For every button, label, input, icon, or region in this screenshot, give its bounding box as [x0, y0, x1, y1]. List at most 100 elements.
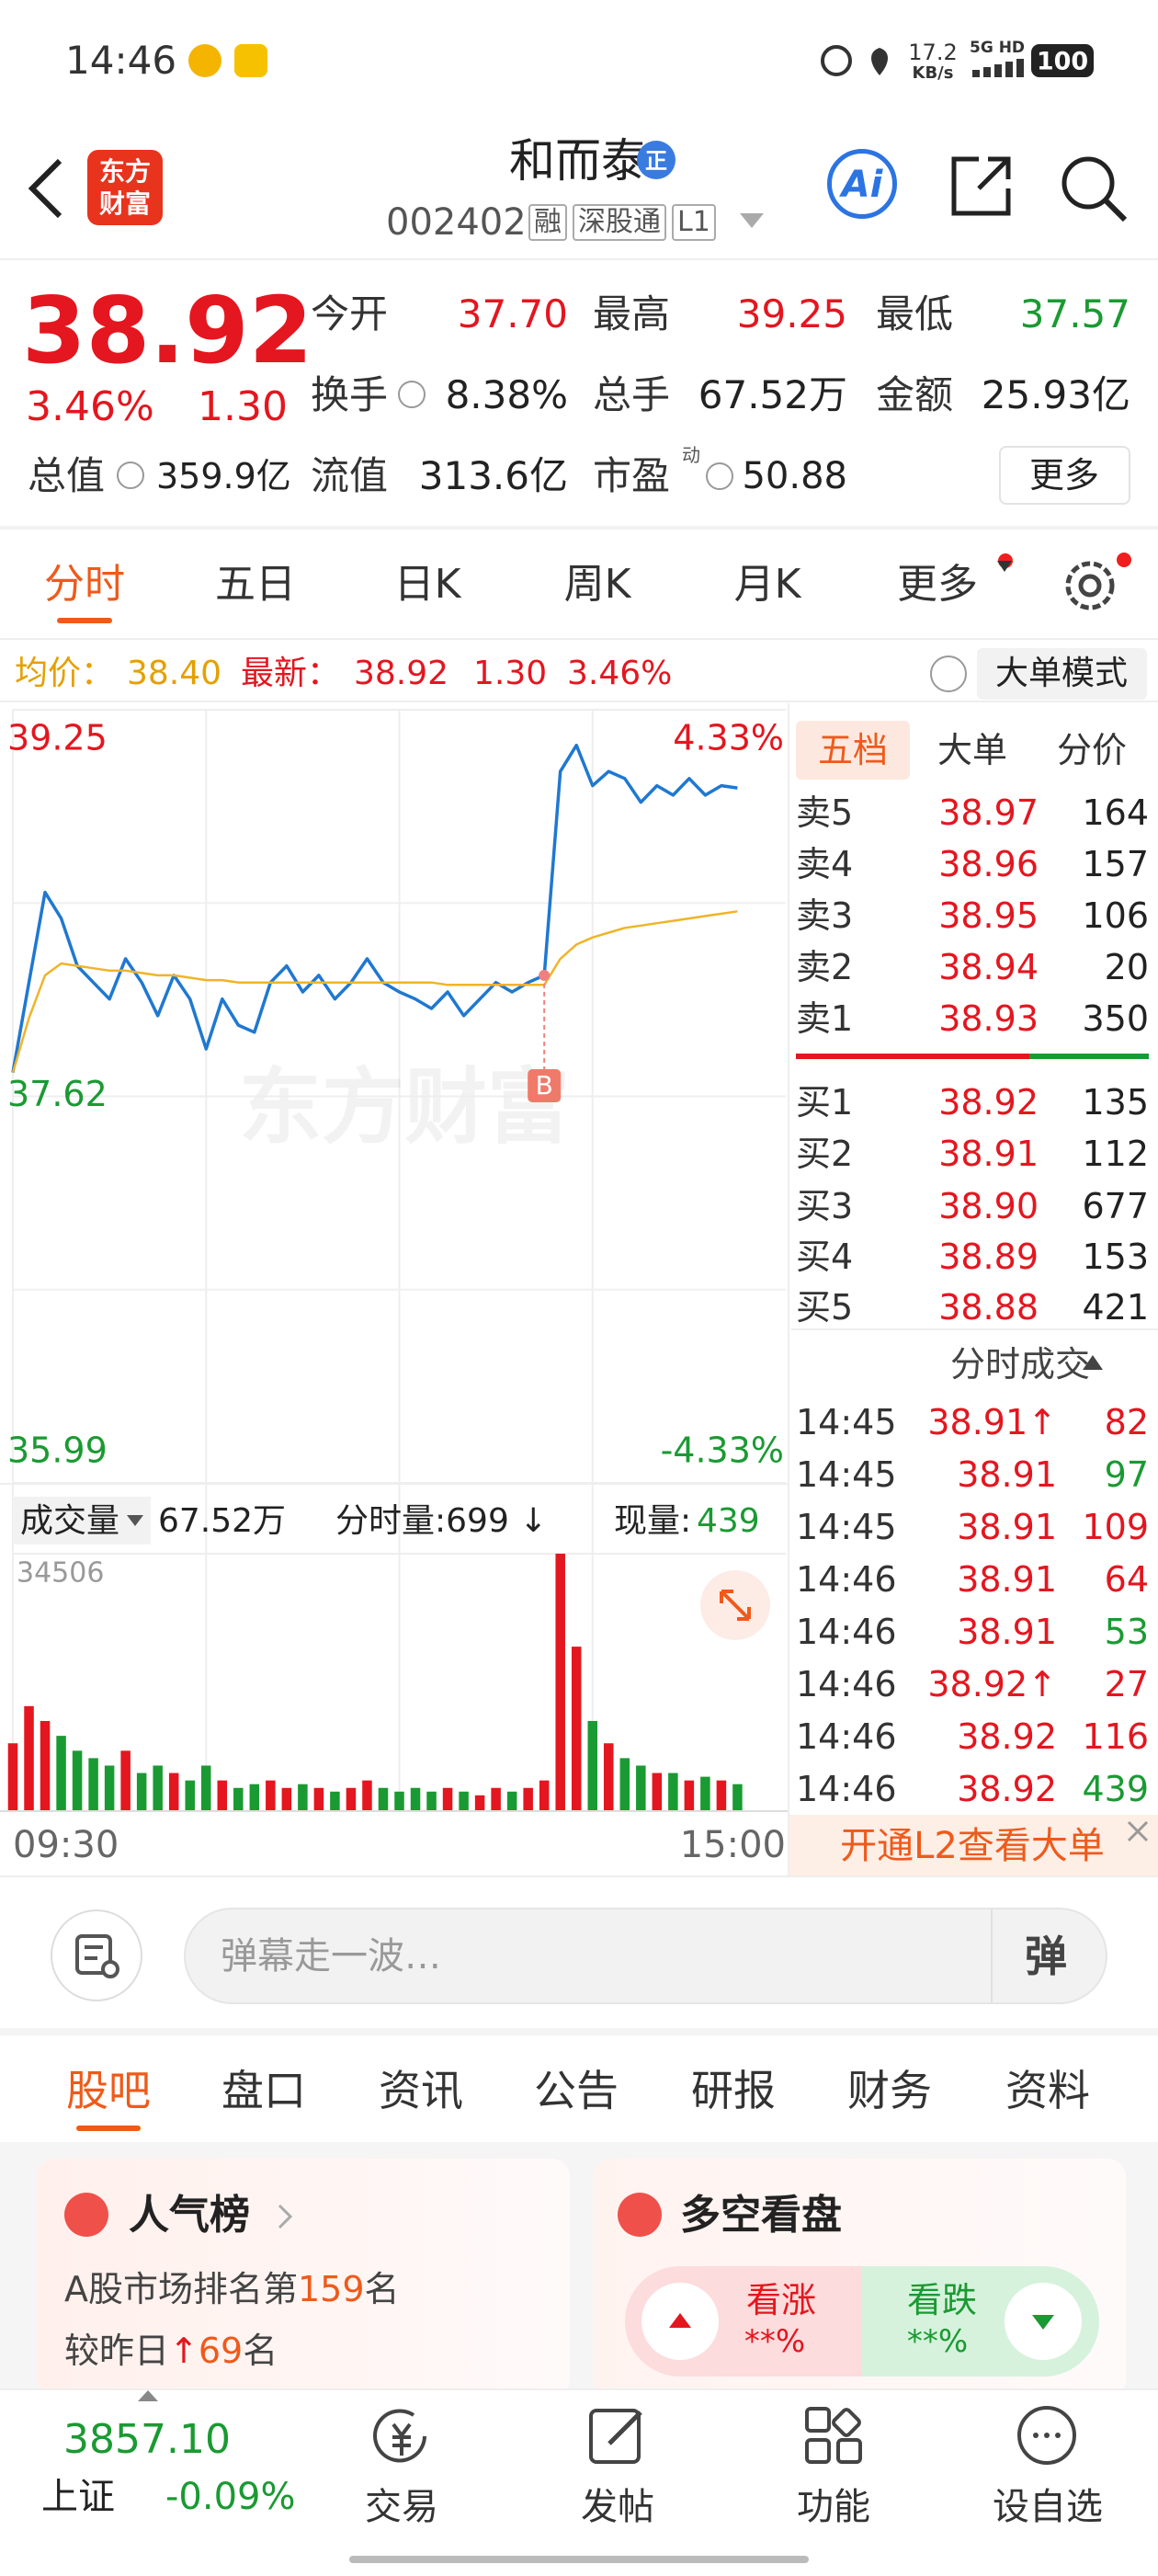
current-label: 现量:: [614, 1502, 692, 1540]
book-price: 38.96: [938, 844, 1039, 884]
field-label: 今开: [311, 291, 389, 336]
nav-item[interactable]: 设自选: [993, 2486, 1103, 2528]
volume-bar: [684, 1780, 695, 1810]
nav-item[interactable]: 发帖: [581, 2486, 654, 2528]
trade-volume: 109: [1082, 1507, 1149, 1547]
content-tab[interactable]: 股吧: [66, 2066, 151, 2115]
trade-volume: 64: [1104, 1559, 1149, 1600]
settings-button[interactable]: [1060, 552, 1133, 621]
nav-item[interactable]: 功能: [797, 2486, 870, 2528]
trade-price: 38.92: [957, 1716, 1057, 1757]
y-tick-label: 39.25: [7, 718, 108, 758]
ai-button[interactable]: [827, 149, 897, 219]
danmu-input[interactable]: [184, 1908, 1107, 2004]
expand-button[interactable]: [698, 1568, 772, 1642]
chart-tab[interactable]: 分时: [44, 561, 125, 608]
help-icon[interactable]: [930, 655, 967, 692]
trade-volume: 439: [1082, 1769, 1149, 1809]
more-button[interactable]: [999, 446, 1130, 505]
logo-text: 财富: [98, 188, 152, 219]
trades-title: 分时成交: [949, 1344, 1091, 1385]
book-label: 卖3: [796, 895, 854, 936]
mode-button[interactable]: [977, 648, 1147, 700]
book-tab[interactable]: 分价: [1056, 730, 1128, 770]
info-icon[interactable]: [706, 462, 733, 490]
share-button[interactable]: [947, 152, 1016, 221]
volume-bar: [24, 1705, 34, 1810]
content-tab[interactable]: 公告: [534, 2066, 619, 2115]
avg-price: 38.40: [127, 655, 222, 692]
bull-pct: **%: [744, 2323, 806, 2360]
book-price: 38.93: [938, 998, 1039, 1039]
trade-time: 14:45: [796, 1454, 897, 1495]
network-type: 5G HD: [970, 39, 1026, 57]
home-indicator: [349, 2556, 809, 2563]
search-button[interactable]: [1057, 152, 1130, 225]
trade-price: 38.91: [957, 1454, 1057, 1495]
popularity-card[interactable]: [37, 2159, 570, 2398]
book-volume: 112: [1082, 1134, 1149, 1174]
chart-tab[interactable]: 五日: [215, 561, 296, 608]
book-tab[interactable]: 五档: [817, 730, 889, 770]
content-tab[interactable]: 资讯: [379, 2066, 463, 2115]
nav-item[interactable]: 交易: [365, 2486, 438, 2528]
app-logo: [87, 150, 163, 225]
divider: [0, 638, 1158, 640]
volume-bar: [88, 1758, 98, 1810]
content-tab[interactable]: 研报: [691, 2066, 776, 2115]
book-price: 38.97: [938, 792, 1039, 833]
info-icon[interactable]: [117, 462, 144, 489]
volume-title: 成交量: [20, 1502, 120, 1540]
trade-icon: [373, 2409, 426, 2463]
card-title: 人气榜: [129, 2192, 250, 2239]
volume-selector[interactable]: [13, 1497, 151, 1544]
field-value: 37.57: [1019, 291, 1130, 336]
field-value: 313.6亿: [418, 453, 568, 498]
volume-bar: [539, 1780, 550, 1810]
rank-suffix: 名: [364, 2269, 400, 2309]
info-icon[interactable]: [398, 381, 426, 408]
volume-bar: [362, 1780, 372, 1810]
trade-price: 38.92↑: [927, 1664, 1057, 1704]
volume-bar: [266, 1780, 276, 1810]
field-value: 37.70: [457, 291, 568, 336]
latest-change: 1.30: [473, 655, 548, 692]
l2-banner[interactable]: [789, 1815, 1158, 1875]
up-arrow: [138, 2390, 158, 2401]
book-volume: 350: [1082, 998, 1149, 1039]
marker-box: [528, 1069, 562, 1102]
close-banner[interactable]: [1123, 1817, 1152, 1846]
chart-tab[interactable]: 日K: [393, 561, 461, 608]
change-pct: 3.46%: [26, 383, 154, 430]
stock-tag: 深股通: [573, 204, 666, 241]
x-tick-label: 09:30: [13, 1824, 119, 1866]
content-tab[interactable]: 财务: [847, 2066, 932, 2115]
book-volume: 421: [1082, 1287, 1149, 1328]
chart-tab[interactable]: 月K: [733, 561, 801, 608]
index-change: -0.09%: [165, 2476, 296, 2518]
dropdown-arrow[interactable]: [740, 213, 764, 230]
volume-bar: [313, 1787, 324, 1810]
volume-bar: [120, 1750, 131, 1810]
content-tab[interactable]: 资料: [1005, 2066, 1090, 2115]
volume-bar: [636, 1765, 646, 1810]
current-volume: 439: [697, 1502, 760, 1540]
book-volume: 677: [1082, 1186, 1149, 1226]
badge: 正: [645, 148, 667, 174]
book-tab[interactable]: 大单: [937, 730, 1008, 770]
chart-tab[interactable]: 周K: [563, 561, 631, 608]
back-button[interactable]: [23, 156, 69, 221]
volume-bar: [571, 1647, 582, 1810]
chart-tab[interactable]: 更多: [897, 561, 978, 608]
volume-bar: [491, 1787, 501, 1810]
trade-time: 14:45: [796, 1402, 897, 1442]
battery: [1031, 44, 1094, 77]
volume-bar: [136, 1772, 147, 1810]
danmu-settings[interactable]: [51, 1909, 142, 2001]
divider: [0, 2028, 1158, 2035]
content-tab[interactable]: 盘口: [221, 2066, 306, 2115]
index-value[interactable]: 3857.10: [63, 2416, 231, 2463]
status-icons: [821, 45, 888, 76]
book-volume: 20: [1104, 947, 1149, 987]
danmu-button[interactable]: 弹: [1025, 1932, 1067, 1981]
